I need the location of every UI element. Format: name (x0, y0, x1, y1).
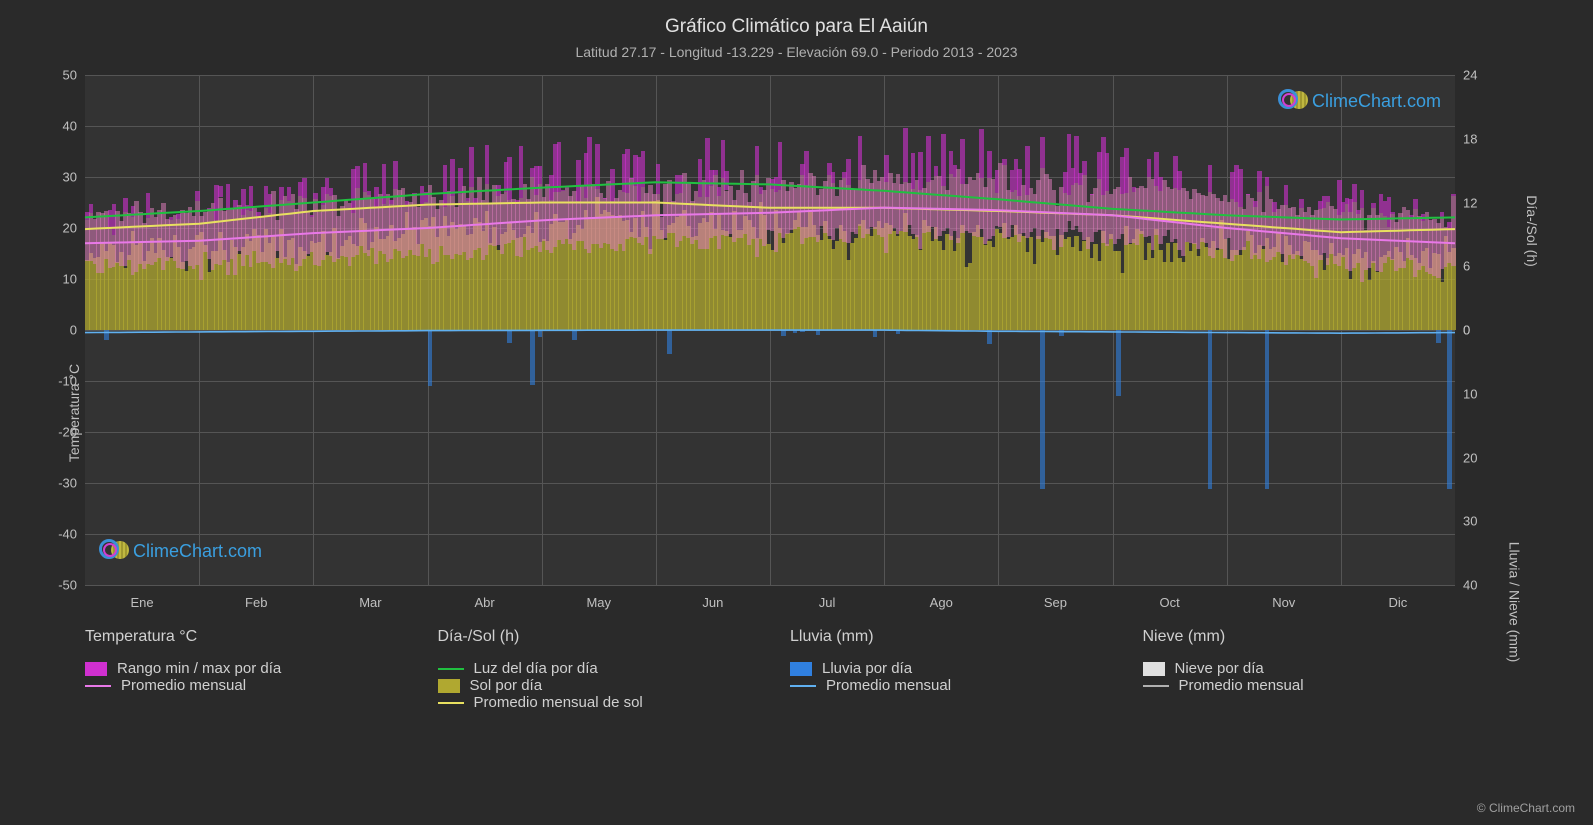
x-tick-month: Nov (1272, 585, 1295, 610)
legend-swatch-icon (438, 679, 460, 693)
copyright-text: © ClimeChart.com (1477, 801, 1575, 815)
y-tick-left: -10 (45, 374, 85, 389)
y-tick-left: -50 (45, 578, 85, 593)
x-tick-month: Feb (245, 585, 267, 610)
climate-chart: Gráfico Climático para El Aaiún Latitud … (0, 0, 1593, 825)
x-tick-month: Jul (819, 585, 836, 610)
y-tick-left: -40 (45, 527, 85, 542)
legend-swatch-icon (790, 662, 812, 676)
legend-line-icon (438, 702, 464, 704)
legend-header: Día-/Sol (h) (438, 628, 751, 646)
legend-items: Luz del día por díaSol por díaPromedio m… (438, 660, 751, 711)
climechart-logo-icon (99, 537, 127, 565)
chart-subtitle: Latitud 27.17 - Longitud -13.229 - Eleva… (0, 38, 1593, 60)
legend-header: Lluvia (mm) (790, 628, 1103, 646)
legend-item: Promedio mensual (1143, 677, 1456, 694)
watermark-bottom: ClimeChart.com (99, 537, 262, 565)
legend-label: Promedio mensual de sol (474, 694, 643, 711)
y-tick-left: 50 (45, 68, 85, 83)
legend-item: Sol por día (438, 677, 751, 694)
legend-items: Lluvia por díaPromedio mensual (790, 660, 1103, 694)
y-tick-left: -20 (45, 425, 85, 440)
legend-item: Promedio mensual (790, 677, 1103, 694)
y-axis-right-top-label: Día-/Sol (h) (1524, 195, 1540, 267)
legend-item: Promedio mensual de sol (438, 694, 751, 711)
legend-item: Rango min / max por día (85, 660, 398, 677)
legend-header: Temperatura °C (85, 628, 398, 646)
y-tick-right-rain: 30 (1455, 514, 1495, 529)
y-tick-left: -30 (45, 476, 85, 491)
chart-title: Gráfico Climático para El Aaiún (0, 0, 1593, 38)
legend-label: Promedio mensual (826, 677, 951, 694)
legend-item: Promedio mensual (85, 677, 398, 694)
x-tick-month: Sep (1044, 585, 1067, 610)
y-tick-right-sun: 12 (1455, 195, 1495, 210)
x-tick-month: Oct (1159, 585, 1179, 610)
legend-swatch-icon (85, 662, 107, 676)
legend-col-temperature: Temperatura °C Rango min / max por díaPr… (85, 628, 398, 711)
legend-swatch-icon (1143, 662, 1165, 676)
y-tick-left: 30 (45, 170, 85, 185)
legend-label: Promedio mensual (121, 677, 246, 694)
legend-label: Lluvia por día (822, 660, 912, 677)
legend-col-daysun: Día-/Sol (h) Luz del día por díaSol por … (438, 628, 751, 711)
legend-label: Rango min / max por día (117, 660, 281, 677)
legend-items: Nieve por díaPromedio mensual (1143, 660, 1456, 694)
legend-label: Promedio mensual (1179, 677, 1304, 694)
climechart-logo-icon (1278, 87, 1306, 115)
y-tick-right-rain: 10 (1455, 386, 1495, 401)
y-tick-right-rain: 40 (1455, 578, 1495, 593)
legend-item: Lluvia por día (790, 660, 1103, 677)
legend-line-icon (438, 668, 464, 670)
legend-label: Luz del día por día (474, 660, 598, 677)
y-tick-left: 40 (45, 119, 85, 134)
legend-line-icon (790, 685, 816, 687)
legend-line-icon (1143, 685, 1169, 687)
legend-item: Nieve por día (1143, 660, 1456, 677)
watermark-text-bottom: ClimeChart.com (133, 541, 262, 562)
x-tick-month: Mar (359, 585, 381, 610)
x-tick-month: Abr (474, 585, 494, 610)
legend-label: Sol por día (470, 677, 543, 694)
y-tick-left: 20 (45, 221, 85, 236)
plot-area: -50-40-30-20-100102030405006121824010203… (85, 75, 1455, 585)
legend: Temperatura °C Rango min / max por díaPr… (85, 628, 1455, 711)
x-tick-month: May (586, 585, 611, 610)
watermark-text-top: ClimeChart.com (1312, 91, 1441, 112)
watermark-top: ClimeChart.com (1278, 87, 1441, 115)
x-tick-month: Ene (131, 585, 154, 610)
y-tick-right-sun: 18 (1455, 131, 1495, 146)
y-axis-right-bottom-label: Lluvia / Nieve (mm) (1507, 542, 1523, 663)
legend-label: Nieve por día (1175, 660, 1264, 677)
x-tick-month: Ago (930, 585, 953, 610)
legend-item: Luz del día por día (438, 660, 751, 677)
x-tick-month: Dic (1389, 585, 1408, 610)
legend-header: Nieve (mm) (1143, 628, 1456, 646)
y-tick-right-rain: 20 (1455, 450, 1495, 465)
lines-layer (85, 75, 1455, 585)
y-tick-left: 0 (45, 323, 85, 338)
legend-col-rain: Lluvia (mm) Lluvia por díaPromedio mensu… (790, 628, 1103, 711)
x-tick-month: Jun (702, 585, 723, 610)
legend-col-snow: Nieve (mm) Nieve por díaPromedio mensual (1143, 628, 1456, 711)
y-tick-right-sun: 24 (1455, 68, 1495, 83)
y-tick-right-rain: 0 (1455, 323, 1495, 338)
legend-line-icon (85, 685, 111, 687)
y-tick-left: 10 (45, 272, 85, 287)
legend-items: Rango min / max por díaPromedio mensual (85, 660, 398, 694)
y-tick-right-sun: 6 (1455, 259, 1495, 274)
